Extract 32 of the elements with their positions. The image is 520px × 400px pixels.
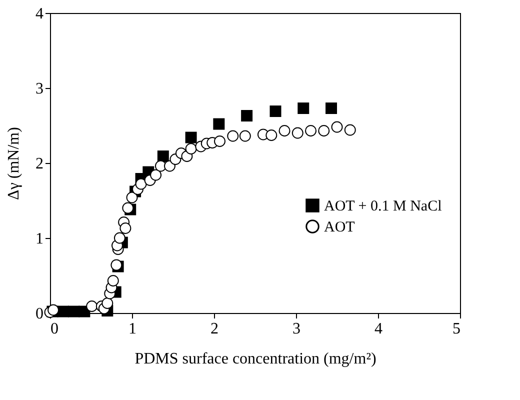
point [326,102,338,114]
point [122,202,134,214]
point [126,192,138,204]
point [298,102,310,114]
y-tick-label: 4 [36,6,44,22]
point [185,132,197,144]
y-tick-label: 3 [36,80,44,98]
point [157,150,169,162]
legend-label: AOT [324,220,355,236]
x-tick-label: 1 [128,320,136,338]
point [120,222,132,234]
point [114,232,126,244]
x-axis-title: PDMS surface concentration (mg/m²) [134,350,376,368]
point [102,298,114,309]
x-tick-label: 4 [374,320,382,338]
x-tick-label: 0 [50,320,58,338]
point [135,178,147,190]
point [213,118,225,130]
y-tick-label: 0 [36,306,44,322]
y-tick-label: 1 [36,230,44,248]
legend-label: AOT + 0.1 M NaCl [324,198,442,214]
y-tick-label: 2 [36,156,44,172]
x-tick-label: 3 [292,320,300,338]
point [266,130,278,141]
point [270,106,282,117]
x-tick-label: 2 [210,320,218,338]
point [150,169,162,181]
point [241,110,253,122]
x-tick-label: 5 [452,320,460,338]
point [214,136,226,147]
y-axis-title: Δγ (mN/m) [6,127,22,200]
point [107,275,119,286]
